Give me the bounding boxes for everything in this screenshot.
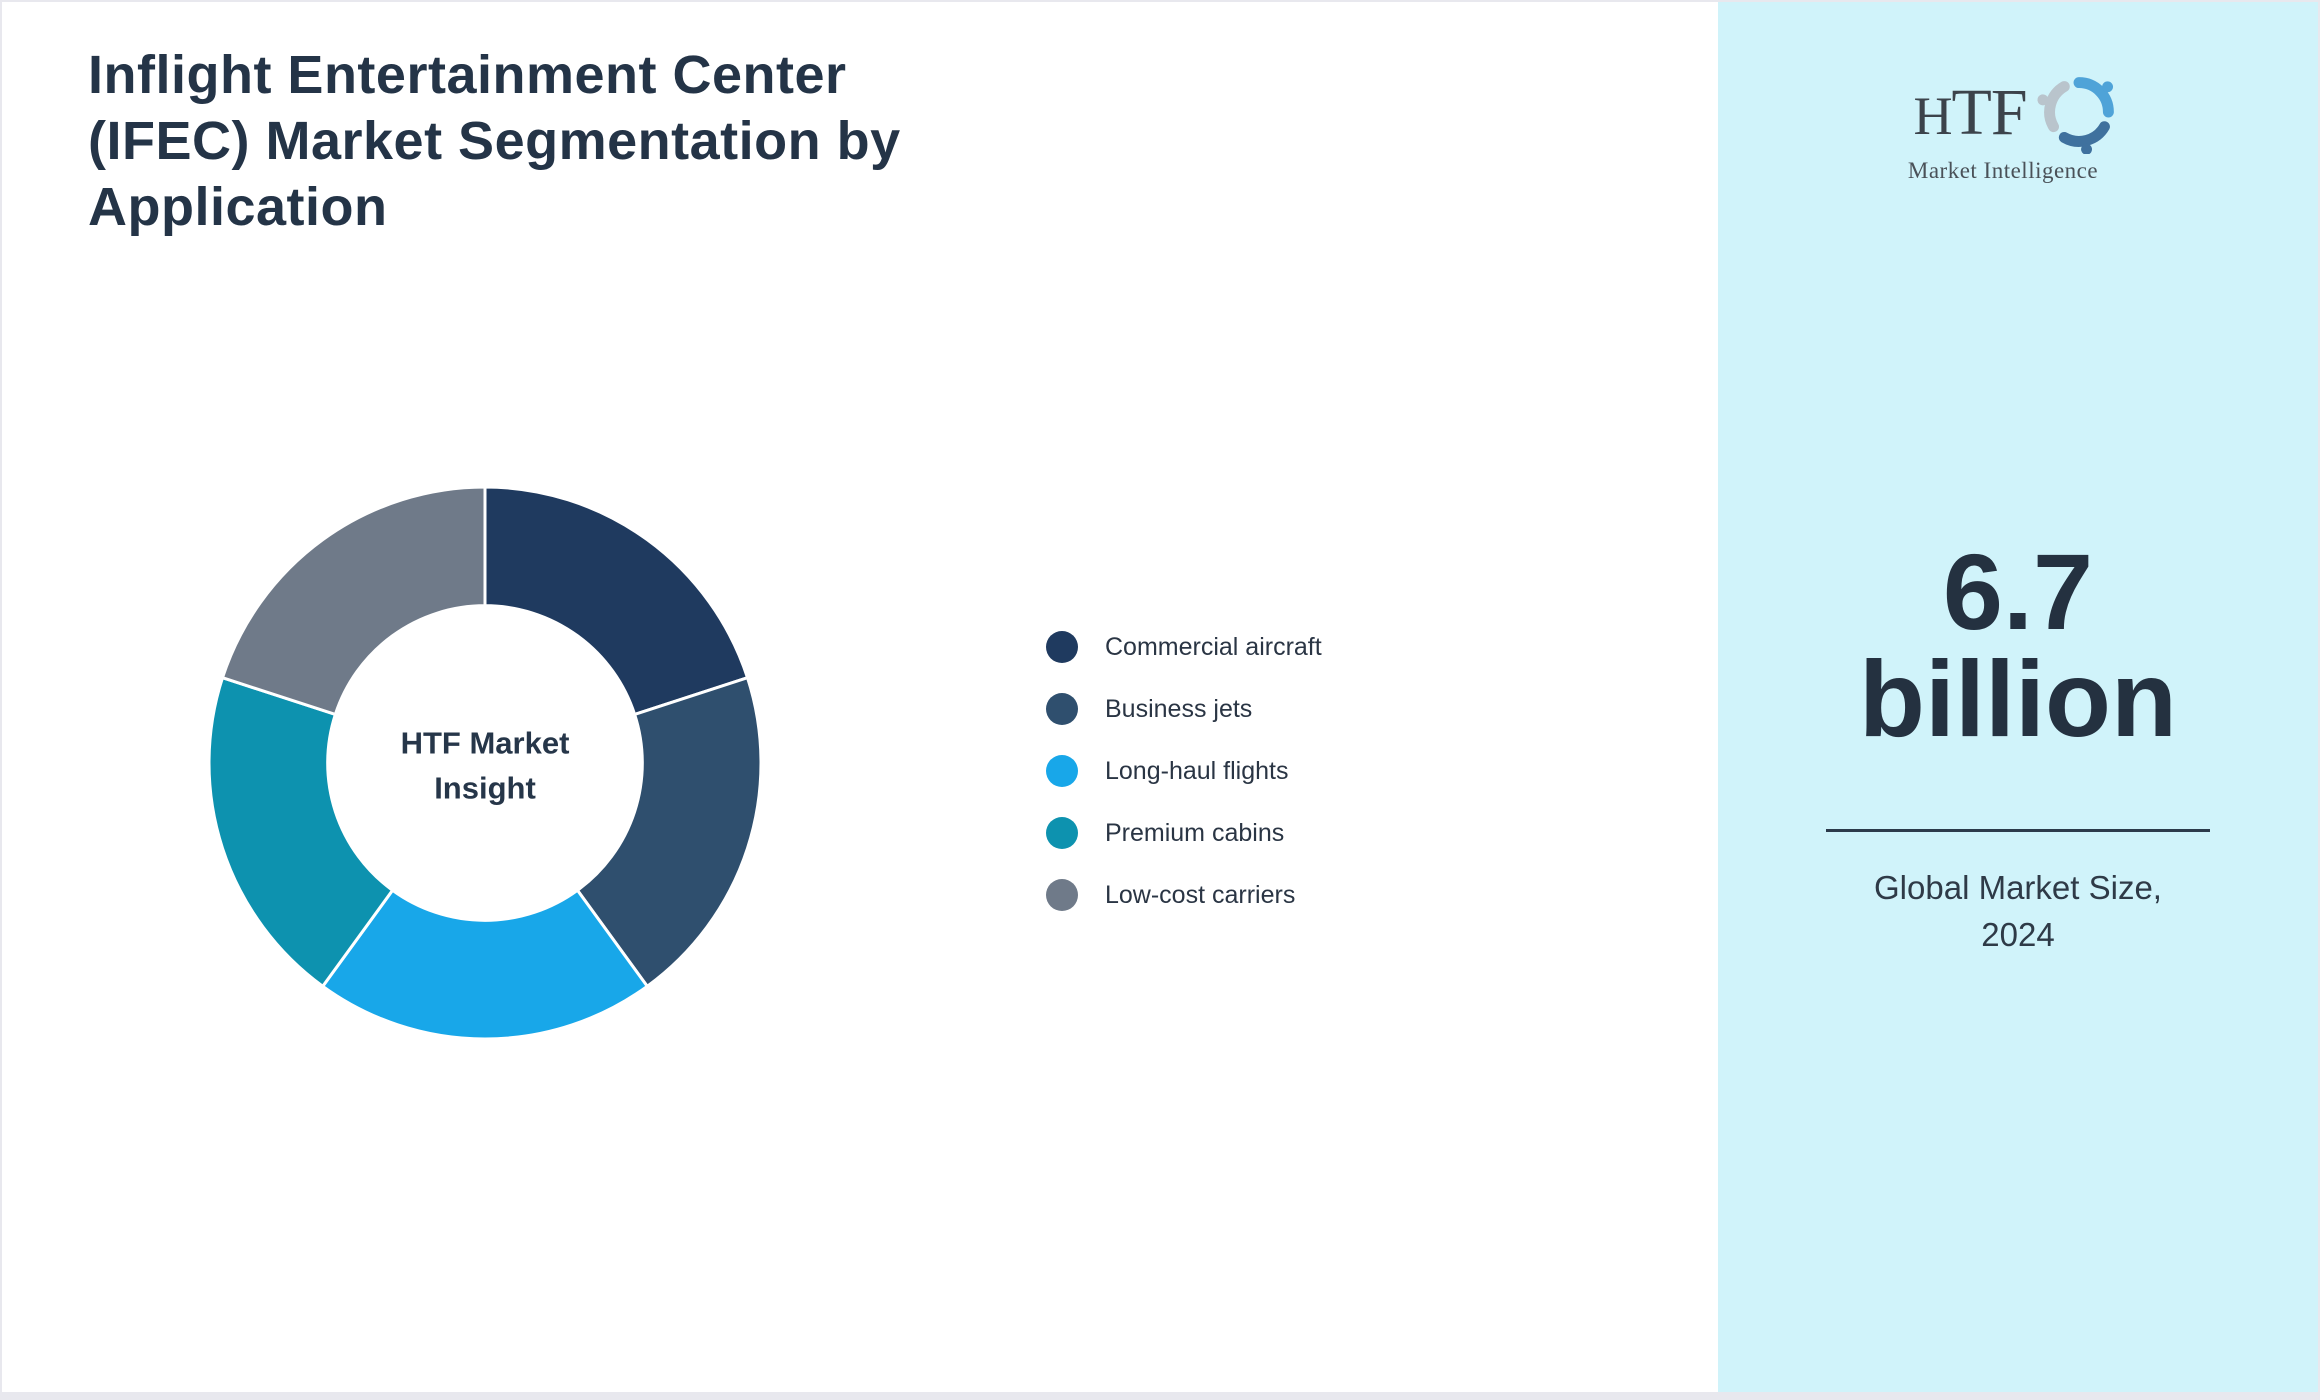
legend-label: Low-cost carriers <box>1105 881 1296 909</box>
market-size-caption: Global Market Size, 2024 <box>1718 864 2318 958</box>
legend-item-business-jets: Business jets <box>1046 693 1322 725</box>
chart-legend: Commercial aircraft Business jets Long-hau… <box>1046 631 1322 911</box>
donut-center-line-1: HTF Market <box>400 725 570 761</box>
market-size-number: 6.7 <box>1942 531 2094 652</box>
market-size-unit: billion <box>1859 638 2177 759</box>
market-size-caption-line-1: Global Market Size, <box>1874 869 2162 906</box>
page-title-line-2: (IFEC) Market Segmentation by <box>88 111 901 171</box>
legend-label: Commercial aircraft <box>1105 633 1322 661</box>
donut-slice-premium-cabins <box>207 675 395 989</box>
legend-dot-business-jets <box>1046 693 1078 725</box>
legend-item-low-cost-carriers: Low-cost carriers <box>1046 879 1322 911</box>
page-title-line-3: Application <box>88 177 388 237</box>
legend-item-premium-cabins: Premium cabins <box>1046 817 1322 849</box>
legend-item-long-haul-flights: Long-haul flights <box>1046 755 1322 787</box>
htf-logo-subtitle: Market Intelligence <box>1907 158 2099 183</box>
donut-center-line-2: Insight <box>434 770 536 806</box>
market-size-value: 6.7 billion <box>1718 531 2318 759</box>
htf-logo-row: HTF <box>1913 68 2122 154</box>
htf-logo-swirl-icon <box>2036 77 2114 154</box>
legend-label: Long-haul flights <box>1105 757 1289 785</box>
legend-dot-long-haul-flights <box>1046 755 1078 787</box>
donut-slice-long-haul-flights <box>320 888 650 1041</box>
market-size-caption-line-2: 2024 <box>1981 916 2055 953</box>
legend-label: Business jets <box>1105 695 1253 723</box>
htf-logo-text: HTF <box>1913 76 2027 149</box>
donut-chart-svg <box>207 485 763 1041</box>
legend-label: Premium cabins <box>1105 819 1285 847</box>
donut-chart: HTF Market Insight <box>205 483 765 1043</box>
stat-panel: HTF Market Intelligence <box>1718 2 2318 1392</box>
legend-item-commercial-aircraft: Commercial aircraft <box>1046 631 1322 663</box>
donut-slice-low-cost-carriers <box>220 485 487 717</box>
page-title-line-1: Inflight Entertainment Center <box>88 45 847 105</box>
stat-divider <box>1826 829 2210 832</box>
legend-dot-premium-cabins <box>1046 817 1078 849</box>
donut-center-label: HTF Market Insight <box>320 721 650 811</box>
donut-slice-business-jets <box>575 675 763 989</box>
legend-dot-commercial-aircraft <box>1046 631 1078 663</box>
legend-dot-low-cost-carriers <box>1046 879 1078 911</box>
page-title: Inflight Entertainment Center (IFEC) Mar… <box>88 42 901 240</box>
htf-logo: HTF Market Intelligence <box>1718 68 2318 184</box>
donut-slice-commercial-aircraft <box>483 485 750 717</box>
